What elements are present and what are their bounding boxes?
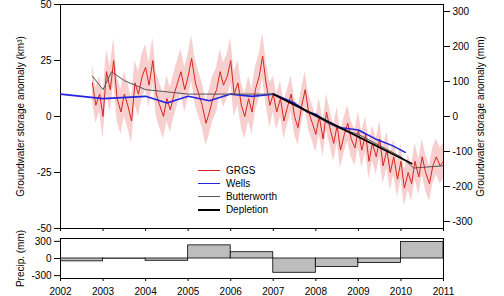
svg-text:2005: 2005 [177,286,200,296]
svg-text:0: 0 [46,111,52,122]
svg-text:2008: 2008 [305,286,328,296]
svg-text:2009: 2009 [347,286,370,296]
svg-text:300: 300 [453,6,470,17]
svg-text:50: 50 [40,0,52,10]
svg-text:2011: 2011 [433,286,455,296]
svg-text:-50: -50 [37,223,52,234]
svg-text:2002: 2002 [49,286,72,296]
svg-text:0: 0 [453,111,459,122]
svg-text:-200: -200 [453,181,473,192]
html-text:Depletion: Depletion [225,204,269,215]
svg-text:-100: -100 [453,146,473,157]
svg-text:0: 0 [46,253,52,264]
html-text:GRGS: GRGS [225,165,256,176]
svg-text:-300: -300 [453,216,473,227]
svg-text:2003: 2003 [92,286,115,296]
html-text:Wells: Wells [225,178,251,189]
svg-text:Precip. (mm): Precip. (mm) [15,230,26,287]
svg-text:200: 200 [453,41,470,52]
svg-text:100: 100 [453,76,470,87]
svg-text:2006: 2006 [220,286,243,296]
svg-text:300: 300 [35,236,52,247]
svg-text:2004: 2004 [134,286,157,296]
html-text:Butterworth: Butterworth [225,191,277,202]
svg-text:Groundwater storage anomaly (m: Groundwater storage anomaly (mm) [475,36,486,197]
svg-text:-300: -300 [31,270,51,281]
svg-text:Groundwater storage anomaly (k: Groundwater storage anomaly (km³) [15,36,26,197]
svg-text:-25: -25 [37,167,52,178]
svg-text:2010: 2010 [390,286,413,296]
svg-text:25: 25 [40,55,52,66]
svg-text:2007: 2007 [262,286,285,296]
